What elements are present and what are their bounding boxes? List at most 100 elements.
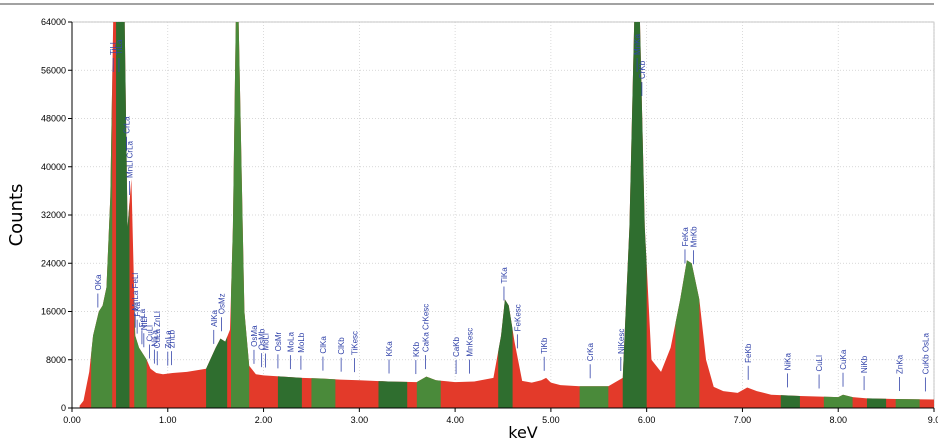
y-axis-label: Counts — [6, 184, 27, 247]
peak-annotation: MoLl — [261, 333, 270, 368]
x-axis-label: keV — [508, 423, 538, 441]
peak-annotation: TiLl — [109, 42, 118, 72]
peak-label: MoLa — [286, 332, 295, 353]
y-tick-label: 0 — [61, 403, 66, 413]
peak-label: KKb — [412, 341, 421, 357]
peak-label: FeKa — [681, 227, 690, 247]
peak-annotation: FeKa — [681, 227, 690, 264]
y-tick-label: 16000 — [41, 307, 66, 317]
peak-annotation: MnKb — [690, 226, 699, 265]
peak-annotation: CrLa — [123, 116, 132, 151]
peak-label: MnKa — [633, 34, 642, 55]
peak-label: FKa — [133, 301, 142, 316]
peak-label: OKa — [94, 274, 103, 291]
peak-label: CaKb — [452, 336, 461, 357]
peak-annotation: FeKb — [744, 343, 753, 380]
peak-annotation: TiKa — [500, 267, 509, 301]
x-tick-labels: 0.00 1.00 2.00 3.00 4.00 5.00 6.00 7.00 8.00 9.0 — [63, 408, 938, 425]
peak-annotation: NiKb — [860, 355, 869, 391]
peak-annotation: MoLa — [286, 332, 295, 370]
peak-label: CuLa ZnLl — [153, 311, 162, 348]
peak-label: ZnKa — [896, 354, 905, 374]
x-tick-label: 5.00 — [542, 415, 560, 425]
peak-annotation: CaKa CrKesc — [421, 304, 430, 370]
peak-annotation: MnKesc — [465, 328, 474, 374]
peak-label: MnKesc — [465, 328, 474, 357]
peak-annotation: OsMz — [217, 293, 226, 332]
peak-label: TiKb — [540, 337, 549, 354]
y-tick-label: 40000 — [41, 162, 66, 172]
peak-annotation: KKb — [412, 341, 421, 375]
x-tick-label: 9.0 — [928, 415, 938, 425]
peak-annotation: CuKb OsLa — [921, 333, 930, 392]
peak-label: FeKb — [744, 343, 753, 363]
x-tick-label: 2.00 — [255, 415, 273, 425]
peak-label: FeKesc — [513, 304, 522, 331]
peak-label: CaKa CrKesc — [421, 304, 430, 352]
peak-label: MnLl CrLa — [125, 140, 134, 177]
peak-label: MoLl — [261, 333, 270, 351]
x-tick-label: 4.00 — [446, 415, 464, 425]
peak-annotation: ZnLb — [168, 329, 177, 366]
peak-label: NiLl — [140, 316, 149, 330]
peak-annotation: FeLa — [138, 308, 147, 345]
x-tick-label: 1.00 — [159, 415, 177, 425]
peak-label: OsMb — [258, 328, 267, 350]
peak-annotation: ZnLa — [164, 330, 173, 366]
peak-annotation: CuKa — [839, 349, 848, 387]
peak-annotation: MnLl CrLa — [125, 140, 134, 195]
peak-label: AlKa — [210, 309, 219, 326]
peak-label: ClKa — [319, 336, 328, 354]
peak-annotation: OsMr — [274, 331, 283, 369]
peak-label: CuLl — [815, 355, 824, 372]
peak-annotation: AlKa — [210, 309, 219, 344]
peak-label: CrLa — [123, 116, 132, 134]
y-tick-label: 32000 — [41, 210, 66, 220]
peak-label: TiKesc — [351, 331, 360, 355]
peak-annotation: CrKb — [638, 60, 647, 97]
peak-annotation: KKa — [385, 341, 394, 374]
peak-label: NiKesc — [617, 329, 626, 354]
peak-label: CuLl — [146, 325, 155, 342]
peak-label: NiLa — [150, 330, 159, 347]
peak-label: CrKb — [638, 60, 647, 79]
peak-label: OsMz — [217, 293, 226, 314]
peak-label: OsMa — [250, 325, 259, 347]
y-tick-label: 64000 — [41, 17, 66, 27]
peak-label: CuKb OsLa — [921, 333, 930, 375]
y-tick-label: 24000 — [41, 258, 66, 268]
peak-label: TiKa — [500, 267, 509, 284]
peak-label: OsMr — [274, 331, 283, 351]
peak-annotation: OsMb — [258, 328, 267, 368]
peak-label: TiLl — [109, 42, 118, 55]
x-tick-label: 6.00 — [638, 415, 656, 425]
peak-annotation: NiKa — [783, 353, 792, 388]
peak-annotation: MoLb — [297, 332, 306, 370]
peak-label: KKa — [385, 341, 394, 357]
peak-annotation: ZnKa — [896, 354, 905, 392]
y-tick-labels: 0 8000 16000 24000 32000 40000 48000 56000 64000 — [41, 17, 72, 413]
peak-annotation: OsMa — [250, 325, 259, 364]
peak-label: TiLa — [115, 39, 124, 55]
peak-label: ClKb — [337, 337, 346, 355]
peak-annotation: TiKesc — [351, 331, 360, 373]
peak-annotation: CuLl — [146, 325, 155, 359]
peak-annotation: CuLa ZnLl — [153, 311, 162, 366]
peak-label: ZnLb — [168, 329, 177, 348]
peak-label: NiKa — [783, 353, 792, 371]
x-tick-label: 8.00 — [829, 415, 847, 425]
peak-annotation: TiKb — [540, 337, 549, 371]
peak-label: CuKa — [839, 349, 848, 370]
peak-annotation: ClKa — [319, 336, 328, 371]
x-tick-label: 0.00 — [63, 415, 81, 425]
peak-label: MoLb — [297, 332, 306, 353]
peak-annotation: MnKa — [633, 34, 642, 72]
peak-label: CrKa — [586, 343, 595, 362]
peak-label: ZnLa — [164, 330, 173, 349]
peak-annotation: NiKesc — [617, 329, 626, 371]
peak-label: MnKb — [690, 226, 699, 247]
peak-annotation: FKa — [133, 301, 142, 334]
peak-annotation: CaKb — [452, 336, 461, 375]
x-tick-label: 3.00 — [351, 415, 369, 425]
